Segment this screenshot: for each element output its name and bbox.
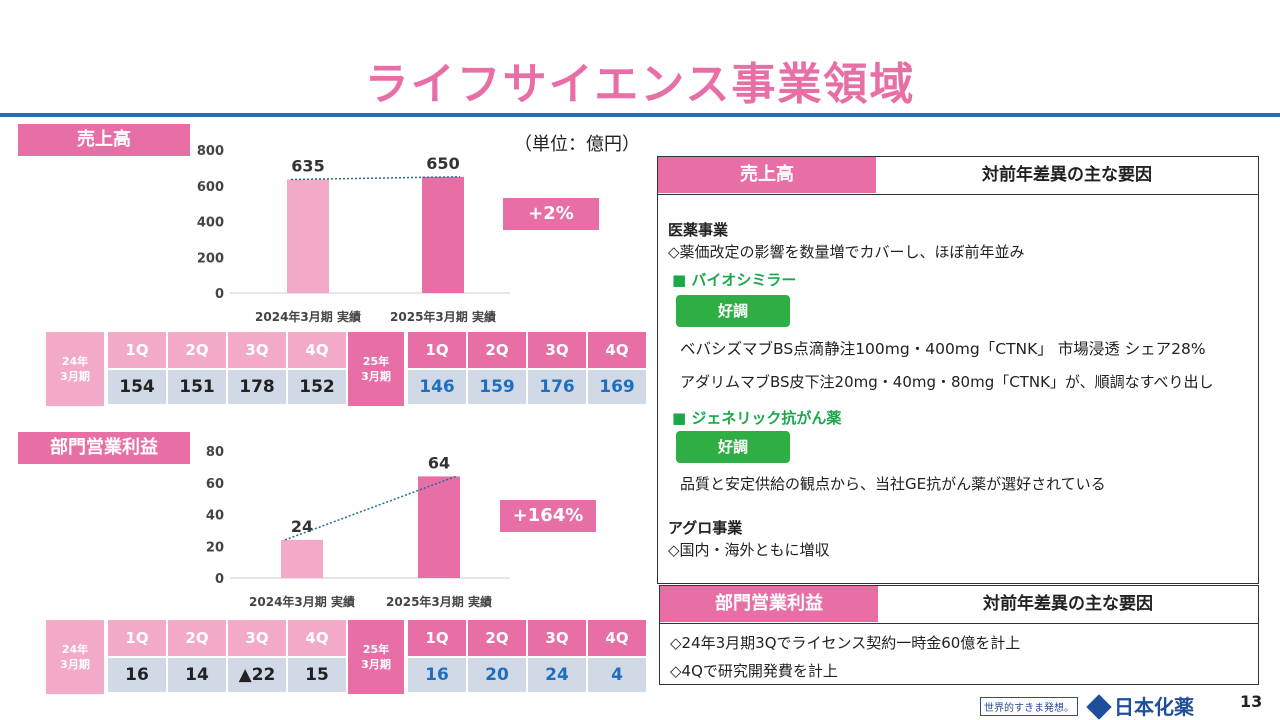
- y-tick-label: 600: [197, 180, 224, 195]
- fy25-label: 25年 3月期: [348, 620, 404, 694]
- quarter-header: 2Q: [168, 620, 226, 656]
- x-category-label: 2024年3月期 実績: [249, 594, 355, 609]
- y-tick-label: 800: [197, 144, 224, 159]
- biosimilar-line1: ベバシズマブBS点滴静注100mg・400mg「CTNK」 市場浸透 シェア28…: [680, 340, 1206, 358]
- fy25-quarter-value: 146: [408, 370, 466, 404]
- y-tick-label: 80: [206, 445, 224, 460]
- fy24-quarter-value: 152: [288, 370, 346, 404]
- quarter-header: 4Q: [288, 620, 346, 656]
- sales-factors-box: 売上高 対前年差異の主な要因 医薬事業 ◇薬価改定の影響を数量増でカバーし、ほぼ…: [657, 156, 1259, 584]
- profit-quarter-table: 24年 3月期 1Q 16 2Q 14 3Q ▲22 4Q 15 25年 3月期 1Q 16 2Q 20 3…: [46, 620, 646, 694]
- profit-bar-chart: 0 20 40 60 80 24 2024年3月期 実績 64 2025年3月期 実績: [206, 445, 510, 609]
- quarter-header: 2Q: [468, 620, 526, 656]
- sales-bar-chart: 0 200 400 600 800 635 2024年3月期 実績 650 2025年3月期 実…: [197, 144, 510, 324]
- quarter-header: 4Q: [588, 332, 646, 368]
- quarter-header: 3Q: [228, 620, 286, 656]
- logo-text: 日本化薬: [1114, 695, 1194, 719]
- pharma-text: ◇薬価改定の影響を数量増でカバーし、ほぼ前年並み: [668, 243, 1025, 261]
- profit-factor-line1: ◇24年3月期3Qでライセンス契約一時金60億を計上: [670, 634, 1021, 652]
- sales-factors-header-left: 売上高: [658, 157, 876, 193]
- quarter-header: 2Q: [168, 332, 226, 368]
- fy24-quarter-value: 154: [108, 370, 166, 404]
- bar: [418, 476, 460, 578]
- fy24-quarter-value: 16: [108, 658, 166, 692]
- fy25-quarter-value: 20: [468, 658, 526, 692]
- profit-factors-header-right: 対前年差異の主な要因: [983, 594, 1153, 614]
- profit-factors-header-left: 部門営業利益: [660, 586, 878, 622]
- quarter-header: 4Q: [288, 332, 346, 368]
- logo-mark-icon: [1086, 694, 1112, 720]
- biosimilar-title: ■ バイオシミラー: [672, 271, 797, 289]
- fy25-quarter-value: 24: [528, 658, 586, 692]
- quarter-header: 1Q: [408, 332, 466, 368]
- good-badge-biosimilar: 好調: [676, 295, 790, 327]
- quarter-header: 1Q: [408, 620, 466, 656]
- trend-connector: [290, 176, 461, 181]
- generic-title: ■ ジェネリック抗がん薬: [672, 409, 842, 427]
- bar-value-label: 635: [291, 156, 324, 175]
- fy24-quarter-value: ▲22: [228, 658, 286, 692]
- sales-label: 売上高: [18, 124, 190, 156]
- generic-line: 品質と安定供給の観点から、当社GE抗がん薬が選好されている: [680, 475, 1106, 493]
- fy24-quarter-value: 151: [168, 370, 226, 404]
- quarter-header: 1Q: [108, 620, 166, 656]
- profit-factors-box: 部門営業利益 対前年差異の主な要因 ◇24年3月期3Qでライセンス契約一時金60…: [659, 585, 1259, 685]
- biosimilar-line2: アダリムマブBS皮下注20mg・40mg・80mg「CTNK」が、順調なすべり出…: [680, 373, 1214, 391]
- bar: [287, 179, 329, 293]
- y-tick-label: 20: [206, 540, 224, 555]
- header-divider: [658, 194, 1258, 195]
- footer-slogan: 世界的すきま発想。: [980, 697, 1078, 716]
- y-tick-label: 400: [197, 216, 224, 231]
- profit-label: 部門営業利益: [18, 432, 190, 464]
- good-badge-generic: 好調: [676, 431, 790, 463]
- quarter-header: 2Q: [468, 332, 526, 368]
- quarter-header: 4Q: [588, 620, 646, 656]
- fy25-quarter-value: 4: [588, 658, 646, 692]
- fy25-quarter-value: 16: [408, 658, 466, 692]
- trend-connector: [284, 475, 457, 541]
- bar-value-label: 650: [426, 154, 459, 173]
- fy24-quarter-value: 14: [168, 658, 226, 692]
- unit-label: （単位：億円）: [514, 134, 640, 155]
- profit-change-badge: +164%: [500, 500, 596, 532]
- bar-value-label: 24: [291, 517, 313, 536]
- x-category-label: 2025年3月期 実績: [386, 594, 492, 609]
- fy25-label: 25年 3月期: [348, 332, 404, 406]
- title-divider: [0, 113, 1280, 117]
- fy25-quarter-value: 176: [528, 370, 586, 404]
- page-title: ライフサイエンス事業領域: [364, 59, 916, 110]
- y-tick-label: 200: [197, 251, 224, 266]
- y-tick-label: 60: [206, 477, 224, 492]
- x-category-label: 2024年3月期 実績: [255, 309, 361, 324]
- quarter-header: 3Q: [228, 332, 286, 368]
- x-category-label: 2025年3月期 実績: [390, 309, 496, 324]
- bar: [281, 539, 323, 578]
- profit-factor-line2: ◇4Qで研究開発費を計上: [670, 662, 838, 680]
- bar: [422, 176, 464, 293]
- header-divider: [660, 623, 1258, 624]
- fy24-quarter-value: 15: [288, 658, 346, 692]
- quarter-header: 1Q: [108, 332, 166, 368]
- quarter-header: 3Q: [528, 620, 586, 656]
- bar-value-label: 64: [428, 453, 450, 472]
- fy25-quarter-value: 169: [588, 370, 646, 404]
- pharma-title: 医薬事業: [668, 221, 729, 239]
- agro-title: アグロ事業: [668, 519, 743, 537]
- y-tick-label: 0: [215, 287, 224, 302]
- quarter-header: 3Q: [528, 332, 586, 368]
- page-number: 13: [1240, 692, 1263, 711]
- fy24-label: 24年 3月期: [46, 620, 104, 694]
- fy24-label: 24年 3月期: [46, 332, 104, 406]
- sales-quarter-table: 24年 3月期 1Q 154 2Q 151 3Q 178 4Q 152 25年 3月期 1Q 146 2…: [46, 332, 646, 406]
- sales-change-badge: +2%: [503, 198, 599, 230]
- sales-factors-header-right: 対前年差異の主な要因: [982, 165, 1152, 185]
- y-tick-label: 40: [206, 509, 224, 524]
- fy24-quarter-value: 178: [228, 370, 286, 404]
- fy25-quarter-value: 159: [468, 370, 526, 404]
- agro-text: ◇国内・海外ともに増収: [668, 541, 830, 559]
- y-tick-label: 0: [215, 572, 224, 587]
- company-logo: 日本化薬: [1086, 691, 1194, 720]
